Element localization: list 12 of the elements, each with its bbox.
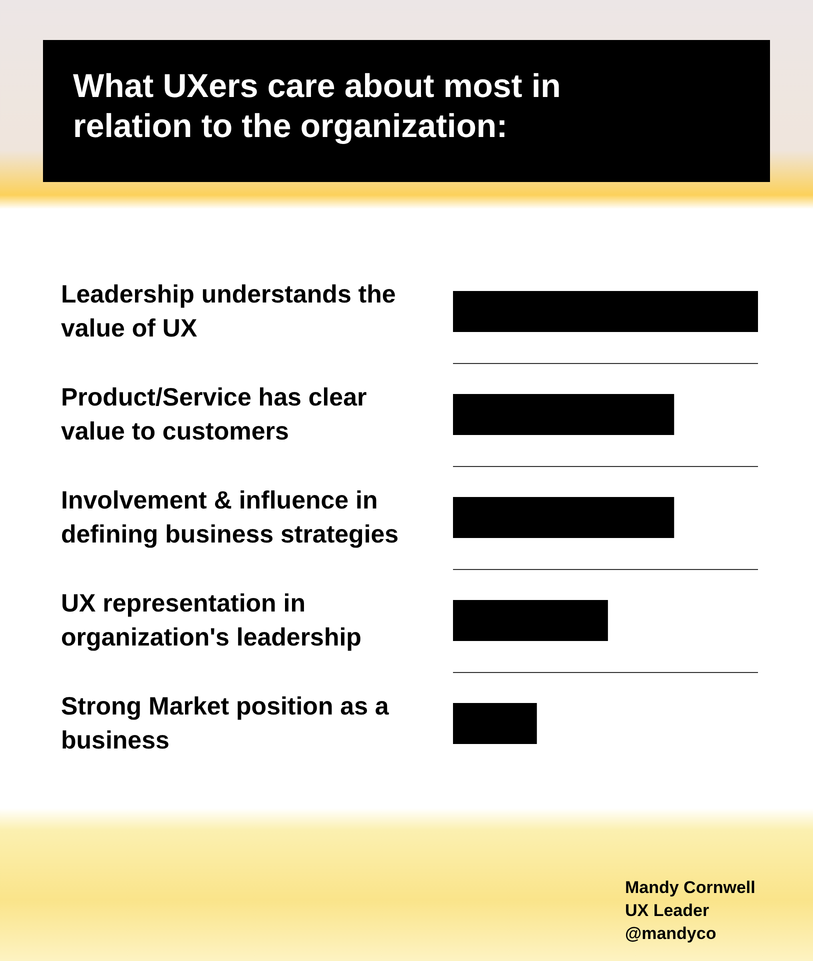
- y-tick-label: UX representation in organization's leadership: [61, 590, 362, 652]
- chart-title: What UXers care about most in relation to the organization:: [43, 40, 770, 182]
- y-tick-label: Product/Service has clear value to customers: [61, 384, 374, 446]
- bar: [453, 497, 674, 538]
- bar: [453, 394, 674, 435]
- y-tick-label: Involvement & influence in defining business strategies: [61, 486, 399, 548]
- bar: [453, 703, 537, 744]
- bar: [453, 600, 608, 641]
- bar: [453, 291, 758, 332]
- text: Mandy Cornwell UX Leader @mandyco: [625, 877, 756, 945]
- y-tick-label: Leadership understands the value of UX: [61, 280, 403, 342]
- y-tick-label: Strong Market position as a business: [61, 692, 396, 754]
